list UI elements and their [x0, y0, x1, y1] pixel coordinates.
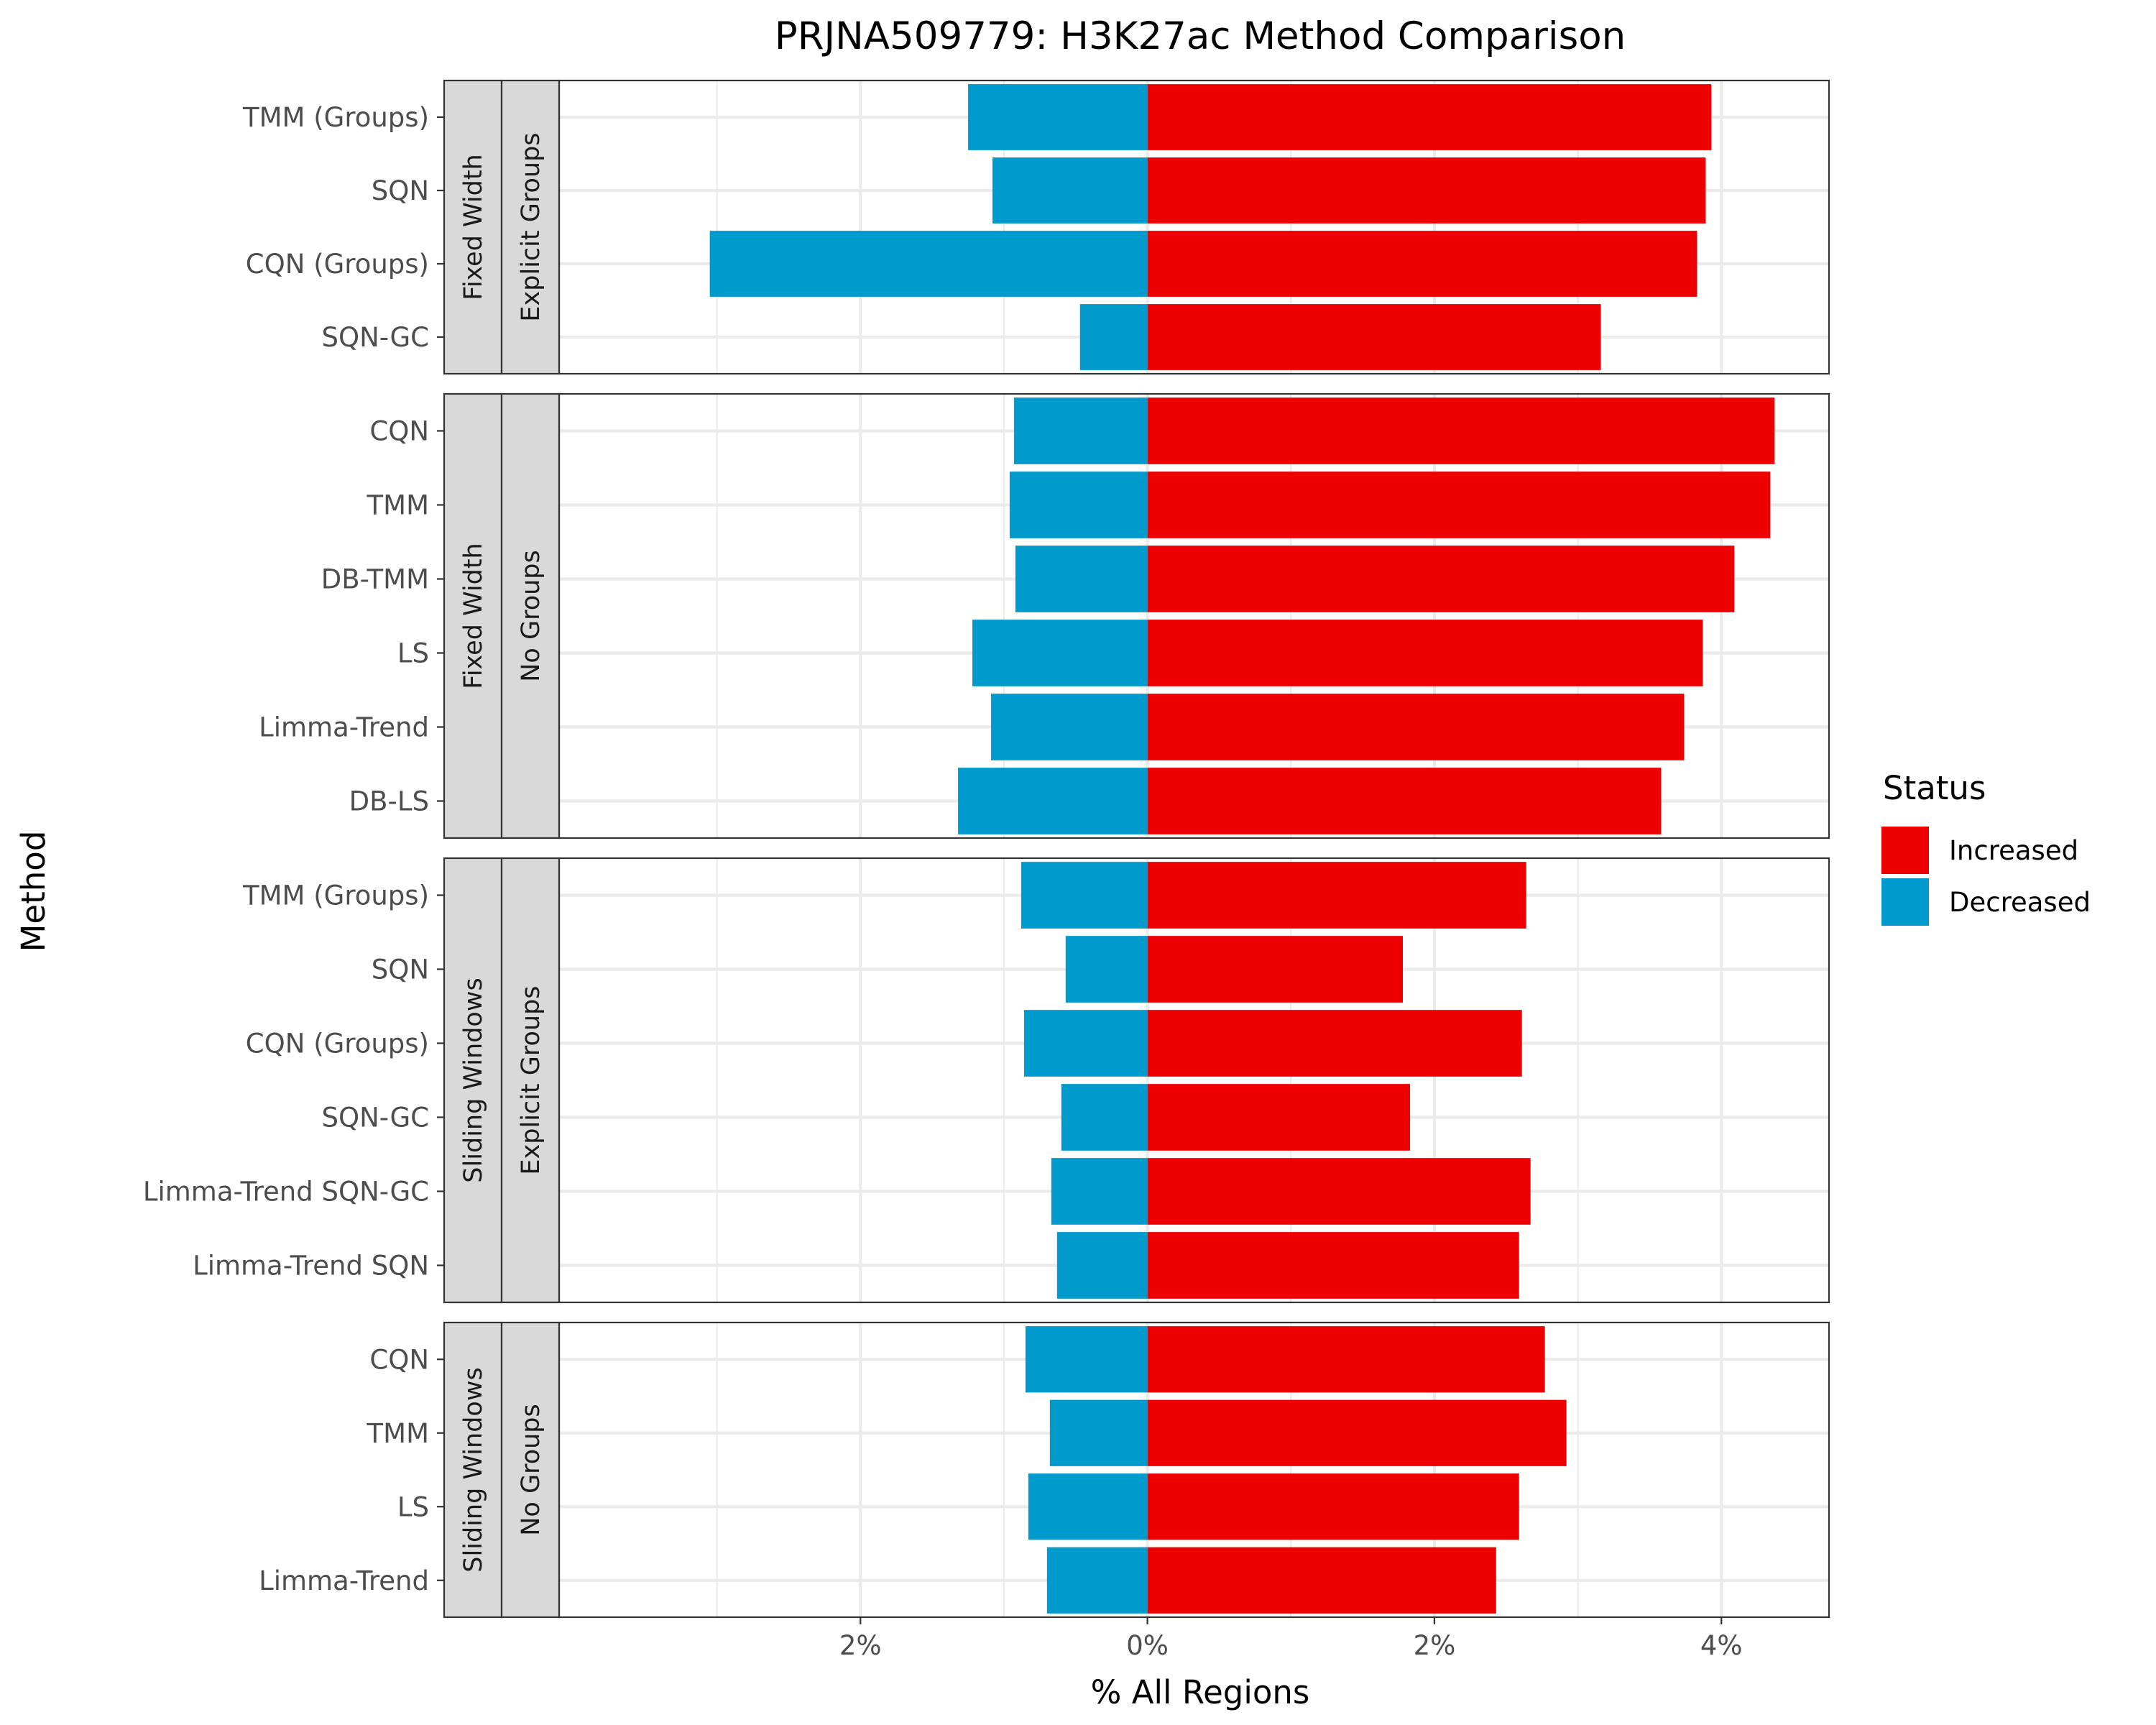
bar-increased-limma-trend: [1147, 694, 1685, 760]
bar-increased-tmm-groups: [1147, 84, 1712, 150]
bar-decreased-db-tmm: [1015, 546, 1148, 612]
bar-decreased-tmm: [1009, 472, 1148, 538]
bar-increased-cqn-groups: [1147, 1010, 1522, 1077]
bar-increased-cqn-groups: [1147, 231, 1697, 297]
strip-box: [500, 1321, 561, 1619]
bar-increased-limma-trend: [1147, 1547, 1496, 1614]
category-label: CQN: [369, 416, 429, 447]
x-tick-label: 4%: [1700, 1630, 1743, 1661]
bar-decreased-cqn: [1013, 397, 1148, 464]
category-label: Limma-Trend SQN: [193, 1251, 429, 1282]
strip-box: [500, 79, 561, 375]
strip-box: [443, 392, 503, 840]
x-axis-title: % All Regions: [1091, 1673, 1310, 1711]
panels: TMM (Groups) SQN CQN (Groups) SQN-GC Fixed W…: [143, 79, 1830, 1619]
category-label: Limma-Trend: [259, 1565, 429, 1596]
category-label: Limma-Trend: [259, 712, 429, 743]
panel-background: [559, 394, 1829, 838]
bar-decreased-tmm-groups: [1021, 862, 1148, 929]
bar-increased-cqn: [1147, 1326, 1545, 1393]
bar-decreased-sqn: [992, 157, 1148, 224]
bar-increased-sqn-gc: [1147, 1084, 1410, 1151]
category-label: TMM: [367, 490, 429, 521]
category-label: SQN-GC: [322, 322, 430, 353]
category-label: LS: [397, 1491, 429, 1522]
legend-label-increased: Increased: [1949, 835, 2078, 866]
legend-label-decreased: Decreased: [1949, 887, 2091, 918]
legend-swatch-increased: [1881, 827, 1929, 874]
bar-decreased-cqn-groups: [709, 231, 1148, 297]
category-label: SQN: [372, 954, 429, 985]
category-label: TMM (Groups): [242, 880, 429, 911]
x-tick-label: 2%: [839, 1630, 882, 1661]
bar-decreased-db-ls: [958, 768, 1148, 834]
category-label: SQN: [372, 175, 429, 206]
bar-decreased-limma-trend-sqn: [1056, 1232, 1148, 1299]
x-tick-label: 2%: [1414, 1630, 1456, 1661]
category-label: DB-TMM: [321, 564, 429, 595]
chart-title: PRJNA509779: H3K27ac Method Comparison: [775, 14, 1626, 58]
bar-decreased-cqn: [1025, 1326, 1148, 1393]
bar-increased-ls: [1147, 620, 1703, 686]
panel-1: TMM (Groups) SQN CQN (Groups) SQN-GC Fixed W…: [242, 79, 1830, 375]
category-label: Limma-Trend SQN-GC: [143, 1177, 429, 1208]
bar-decreased-ls: [1028, 1473, 1148, 1540]
legend: Status Increased Decreased: [1881, 769, 2091, 926]
bar-decreased-limma-trend: [1046, 1547, 1148, 1614]
bar-increased-ls: [1147, 1473, 1519, 1540]
strip-box: [500, 392, 561, 840]
bar-decreased-sqn-gc: [1079, 304, 1148, 370]
bar-increased-sqn: [1147, 936, 1404, 1003]
category-label: CQN (Groups): [246, 1029, 429, 1059]
strip-label: Explicit Groups: [517, 985, 545, 1174]
bar-increased-tmm-groups: [1147, 862, 1526, 929]
bar-increased-limma-trend-sqn: [1147, 1232, 1519, 1299]
strip-box: [500, 857, 561, 1304]
bar-decreased-limma-trend-sqn-gc: [1051, 1158, 1148, 1225]
bar-increased-sqn: [1147, 157, 1706, 224]
bar-decreased-cqn-groups: [1023, 1010, 1148, 1077]
strip-box: [443, 857, 503, 1304]
panel-background: [559, 858, 1829, 1302]
panel-3: TMM (Groups) SQN CQN (Groups) SQN-GC Limma-T…: [143, 857, 1830, 1304]
bar-decreased-sqn: [1065, 936, 1148, 1003]
bar-increased-db-ls: [1147, 768, 1662, 834]
bar-decreased-sqn-gc: [1061, 1084, 1148, 1151]
bar-increased-tmm: [1147, 1399, 1567, 1466]
panel-2: CQN TMM DB-TMM LS Limma-Trend DB-LS Fixed Wid…: [259, 392, 1830, 840]
strip-label: No Groups: [517, 1404, 545, 1536]
category-label: DB-LS: [349, 786, 429, 817]
strip-label: Sliding Windows: [459, 1367, 488, 1572]
legend-title: Status: [1883, 769, 1986, 807]
y-axis-title: Method: [14, 831, 52, 952]
strip-label: No Groups: [517, 550, 545, 682]
bar-increased-sqn-gc: [1147, 304, 1601, 370]
x-tick-label: 0%: [1126, 1630, 1169, 1661]
bar-increased-db-tmm: [1147, 546, 1735, 612]
strip-box: [443, 79, 503, 375]
bar-decreased-tmm-groups: [968, 84, 1148, 150]
bar-increased-tmm: [1147, 472, 1771, 538]
bar-decreased-tmm: [1049, 1399, 1148, 1466]
strip-label: Fixed Width: [459, 543, 488, 689]
bar-decreased-limma-trend: [990, 694, 1148, 760]
strip-box: [443, 1321, 503, 1619]
category-label: CQN: [369, 1344, 429, 1375]
legend-swatch-decreased: [1881, 878, 1929, 926]
x-axis: 2% 0% 2% 4%: [839, 1617, 1743, 1661]
category-label: TMM: [367, 1418, 429, 1449]
strip-label: Sliding Windows: [459, 978, 488, 1182]
bar-increased-cqn: [1147, 397, 1775, 464]
strip-label: Explicit Groups: [517, 132, 545, 321]
category-label: LS: [397, 638, 429, 669]
category-label: TMM (Groups): [242, 102, 429, 133]
bar-increased-limma-trend-sqn-gc: [1147, 1158, 1531, 1225]
category-label: SQN-GC: [322, 1103, 430, 1133]
panel-4: CQN TMM LS Limma-Trend Sliding Windows No Gr…: [259, 1321, 1830, 1619]
bar-decreased-ls: [972, 620, 1148, 686]
category-label: CQN (Groups): [246, 249, 429, 280]
strip-label: Fixed Width: [459, 154, 488, 300]
